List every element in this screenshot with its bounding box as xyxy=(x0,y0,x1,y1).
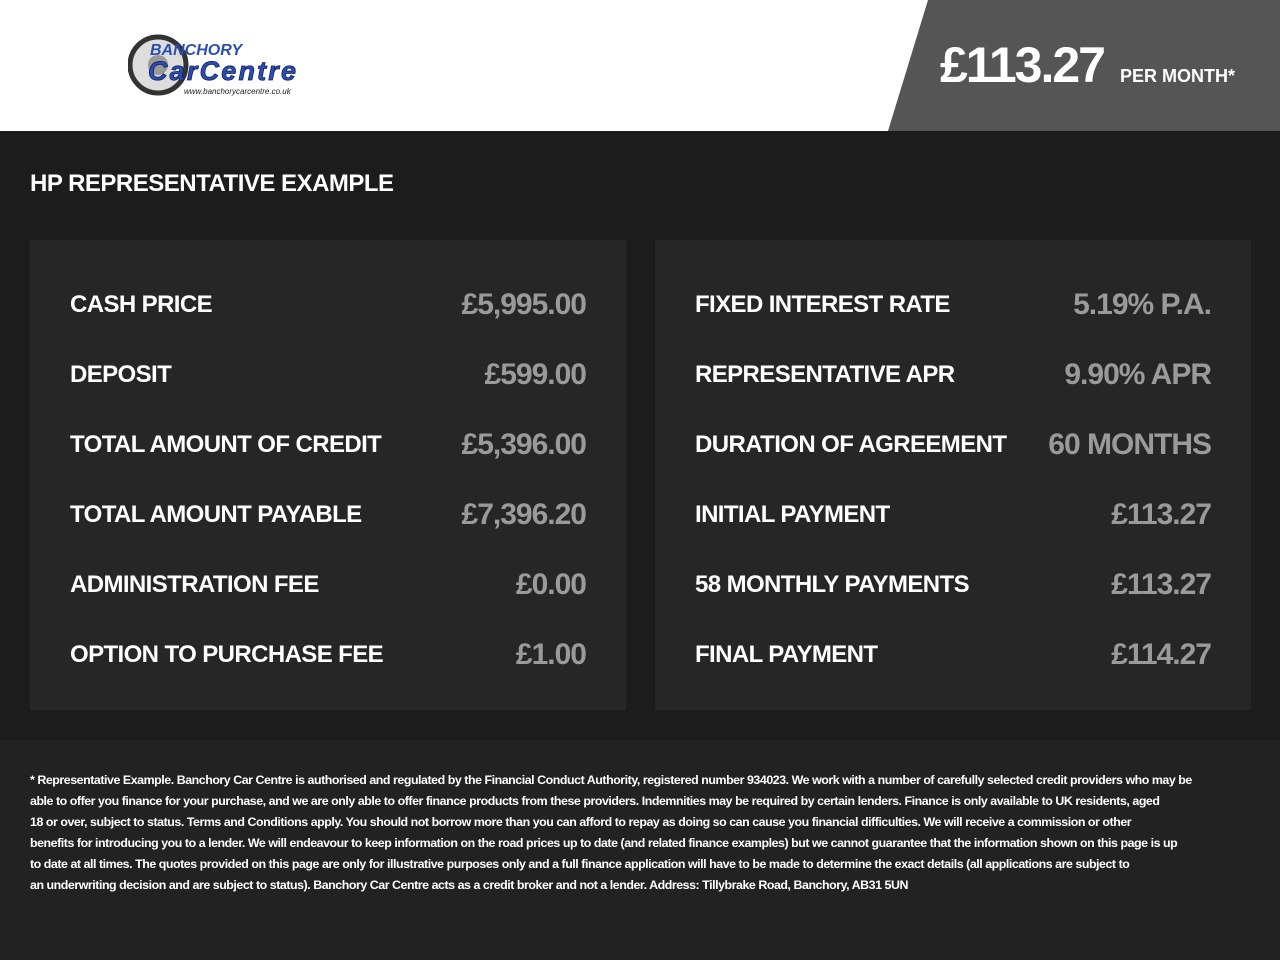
finance-value: 5.19% P.A. xyxy=(1073,288,1212,321)
finance-row: INITIAL PAYMENT £113.27 xyxy=(695,480,1212,550)
finance-value: £114.27 xyxy=(1111,638,1212,671)
svg-text:www.banchorycarcentre.co.uk: www.banchorycarcentre.co.uk xyxy=(184,87,292,96)
finance-row: DEPOSIT £599.00 xyxy=(70,340,587,410)
finance-label: FIXED INTEREST RATE xyxy=(695,291,950,318)
finance-value: £7,396.20 xyxy=(461,498,587,531)
finance-label: ADMINISTRATION FEE xyxy=(70,571,319,598)
disclaimer-line: to date at all times. The quotes provide… xyxy=(30,857,1130,871)
disclaimer-line: benefits for introducing you to a lender… xyxy=(30,836,1178,850)
section-title: HP REPRESENTATIVE EXAMPLE xyxy=(30,170,394,197)
banchory-car-centre-logo: BANCHORY CarCentre www.banchorycarcentre… xyxy=(128,34,296,96)
finance-row: DURATION OF AGREEMENT 60 MONTHS xyxy=(695,410,1212,480)
finance-label: DEPOSIT xyxy=(70,361,172,388)
finance-value: 9.90% APR xyxy=(1064,358,1212,391)
finance-value: £5,396.00 xyxy=(461,428,587,461)
finance-row: CASH PRICE £5,995.00 xyxy=(70,270,587,340)
disclaimer: * Representative Example. Banchory Car C… xyxy=(0,740,1280,960)
right-finance-panel: FIXED INTEREST RATE 5.19% P.A. REPRESENTAT… xyxy=(655,240,1251,710)
finance-row: OPTION TO PURCHASE FEE £1.00 xyxy=(70,620,587,690)
finance-label: FINAL PAYMENT xyxy=(695,641,878,668)
finance-row: FINAL PAYMENT £114.27 xyxy=(695,620,1212,690)
finance-label: OPTION TO PURCHASE FEE xyxy=(70,641,384,668)
disclaimer-line: 18 or over, subject to status. Terms and… xyxy=(30,815,1132,829)
finance-row: TOTAL AMOUNT OF CREDIT £5,396.00 xyxy=(70,410,587,480)
finance-label: DURATION OF AGREEMENT xyxy=(695,431,1007,458)
svg-text:CarCentre: CarCentre xyxy=(148,56,296,86)
finance-row: FIXED INTEREST RATE 5.19% P.A. xyxy=(695,270,1212,340)
price-panel xyxy=(888,0,1280,131)
finance-value: £0.00 xyxy=(515,568,587,601)
finance-label: TOTAL AMOUNT OF CREDIT xyxy=(70,431,382,458)
finance-value: £599.00 xyxy=(484,358,587,391)
disclaimer-line: able to offer you finance for your purch… xyxy=(30,794,1160,808)
finance-value: 60 MONTHS xyxy=(1048,428,1212,461)
disclaimer-line: * Representative Example. Banchory Car C… xyxy=(30,773,1192,787)
finance-row: TOTAL AMOUNT PAYABLE £7,396.20 xyxy=(70,480,587,550)
disclaimer-line: an underwriting decision and are subject… xyxy=(30,878,908,892)
finance-row: ADMINISTRATION FEE £0.00 xyxy=(70,550,587,620)
finance-value: £5,995.00 xyxy=(461,288,587,321)
monthly-price: £113.27 xyxy=(940,37,1106,93)
left-finance-panel: CASH PRICE £5,995.00 DEPOSIT £599.00 TOTAL A… xyxy=(30,240,626,710)
finance-label: REPRESENTATIVE APR xyxy=(695,361,955,388)
finance-label: CASH PRICE xyxy=(70,291,213,318)
finance-value: £113.27 xyxy=(1111,568,1212,601)
finance-label: INITIAL PAYMENT xyxy=(695,501,890,528)
finance-label: TOTAL AMOUNT PAYABLE xyxy=(70,501,362,528)
finance-row: 58 MONTHLY PAYMENTS £113.27 xyxy=(695,550,1212,620)
per-month-label: PER MONTH* xyxy=(1120,66,1236,86)
finance-label: 58 MONTHLY PAYMENTS xyxy=(695,571,970,598)
svg-text:BANCHORY: BANCHORY xyxy=(150,42,243,59)
finance-row: REPRESENTATIVE APR 9.90% APR xyxy=(695,340,1212,410)
finance-value: £1.00 xyxy=(515,638,587,671)
finance-value: £113.27 xyxy=(1111,498,1212,531)
